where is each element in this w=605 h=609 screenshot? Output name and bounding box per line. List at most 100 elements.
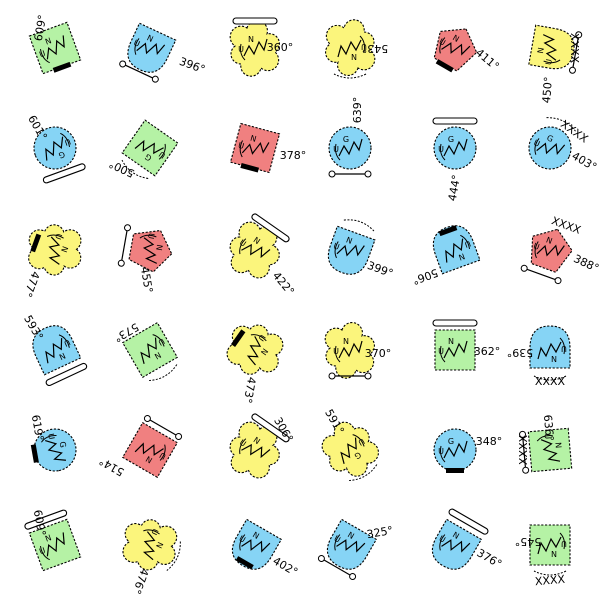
dumbbell-end xyxy=(519,430,527,438)
curve-mark xyxy=(359,35,365,53)
curve-mark xyxy=(159,444,166,461)
curve-mark xyxy=(143,529,160,535)
capsule-bar xyxy=(448,508,489,535)
zigzag-arrow xyxy=(441,539,471,553)
edge-bar xyxy=(230,329,246,348)
symbol-glyph: N xyxy=(251,530,261,541)
symbol-graphic: NU xyxy=(229,213,290,279)
zigzag-arrow xyxy=(443,340,468,359)
angle-label: 455° xyxy=(138,266,155,294)
symbol-mark: U xyxy=(333,347,339,356)
angle-label: 601° xyxy=(25,113,50,142)
symbol: NU 360° xyxy=(229,17,293,77)
symbol-mark: U xyxy=(38,546,47,557)
symbol-mark: U xyxy=(237,534,247,545)
symbol-graphic: NU xyxy=(28,21,82,75)
xxxx-label: XXXX xyxy=(517,434,530,465)
symbol-graphic: GU xyxy=(321,421,379,482)
symbol-mark: U xyxy=(437,37,447,48)
capsule-bar xyxy=(24,509,68,530)
curve-mark xyxy=(543,59,561,64)
symbol-glyph: N xyxy=(249,134,257,144)
pent-body xyxy=(433,28,478,72)
curve-mark xyxy=(39,48,50,64)
curve-mark xyxy=(158,143,166,160)
symbol-graphic: NU xyxy=(529,325,571,381)
symbol-graphic: NU xyxy=(229,413,290,479)
symbol-glyph: N xyxy=(154,244,164,251)
symbol-graphic: NU xyxy=(528,24,583,74)
zigzag-arrow xyxy=(241,443,271,459)
dumbbell-rod xyxy=(147,417,179,438)
dumbbell-end xyxy=(349,573,357,581)
circle-body xyxy=(433,428,477,472)
symbol: NU 370° xyxy=(324,322,391,380)
dumbbell-end xyxy=(522,466,530,474)
circle-body xyxy=(328,126,372,170)
symbol-glyph: N xyxy=(351,52,357,61)
symbol-glyph: N xyxy=(248,35,254,44)
angle-label: 444° xyxy=(446,174,463,202)
zigzag-arrow xyxy=(441,42,471,56)
edge-bar xyxy=(438,225,458,237)
symbol-glyph: N xyxy=(252,235,262,246)
curve-mark xyxy=(60,132,71,148)
curve-mark xyxy=(534,241,539,259)
zigzag-arrow xyxy=(537,536,562,555)
dumbbell-rod xyxy=(523,267,559,282)
zigzag-arrow xyxy=(241,539,271,553)
capsule-bar xyxy=(251,213,290,243)
zigzag-arrow xyxy=(142,531,156,561)
dumbbell-rod xyxy=(321,557,353,578)
zigzag-arrow xyxy=(337,39,362,58)
angle-label: 591° xyxy=(322,407,347,436)
symbol-glyph: N xyxy=(153,350,163,361)
curve-mark xyxy=(239,238,247,255)
dumbbell-end xyxy=(568,66,576,74)
curve-mark xyxy=(239,438,247,455)
symbol: NU 450° XXXX xyxy=(528,24,583,104)
angle-label: 450° xyxy=(540,76,555,104)
symbol-mark: U xyxy=(146,232,156,239)
dumbbell-end xyxy=(317,555,325,563)
square-body xyxy=(529,524,571,566)
zigzag-arrow xyxy=(241,243,271,259)
xxxx-label: XXXX xyxy=(535,375,566,388)
symbol-graphic: NU xyxy=(529,524,571,576)
angle-label: 362° xyxy=(474,345,501,358)
zigzag-arrow xyxy=(445,238,464,263)
symbol-graphic: NU xyxy=(431,508,489,570)
symbol-graphic: NU xyxy=(24,509,82,572)
symbol-mark: U xyxy=(356,436,366,447)
symbol-mark: U xyxy=(156,336,166,347)
curve-mark xyxy=(352,434,365,447)
dumbbell-end xyxy=(117,259,125,267)
symbol-graphic: NU xyxy=(32,325,88,387)
capsule-bar xyxy=(251,413,290,443)
angle-label: 388° xyxy=(571,252,601,275)
symbol-glyph: G xyxy=(57,149,66,160)
zigzag-arrow xyxy=(336,539,366,553)
curve-mark xyxy=(334,241,339,259)
zigzag-arrow xyxy=(142,237,158,264)
square-body xyxy=(28,518,82,572)
zigzag-arrow xyxy=(537,341,562,360)
angle-label: 411° xyxy=(473,46,502,73)
angle-label: 609° xyxy=(31,509,48,537)
dumbbell-end xyxy=(364,170,372,178)
symbol: GU 639° xyxy=(328,97,372,178)
symbol-graphic: NU xyxy=(231,518,283,570)
symbol-glyph: N xyxy=(451,33,461,44)
curve-mark xyxy=(239,140,243,158)
symbol-glyph: N xyxy=(346,530,356,541)
symbol-glyph: N xyxy=(457,251,466,262)
symbol-graphic: GU xyxy=(432,117,478,170)
